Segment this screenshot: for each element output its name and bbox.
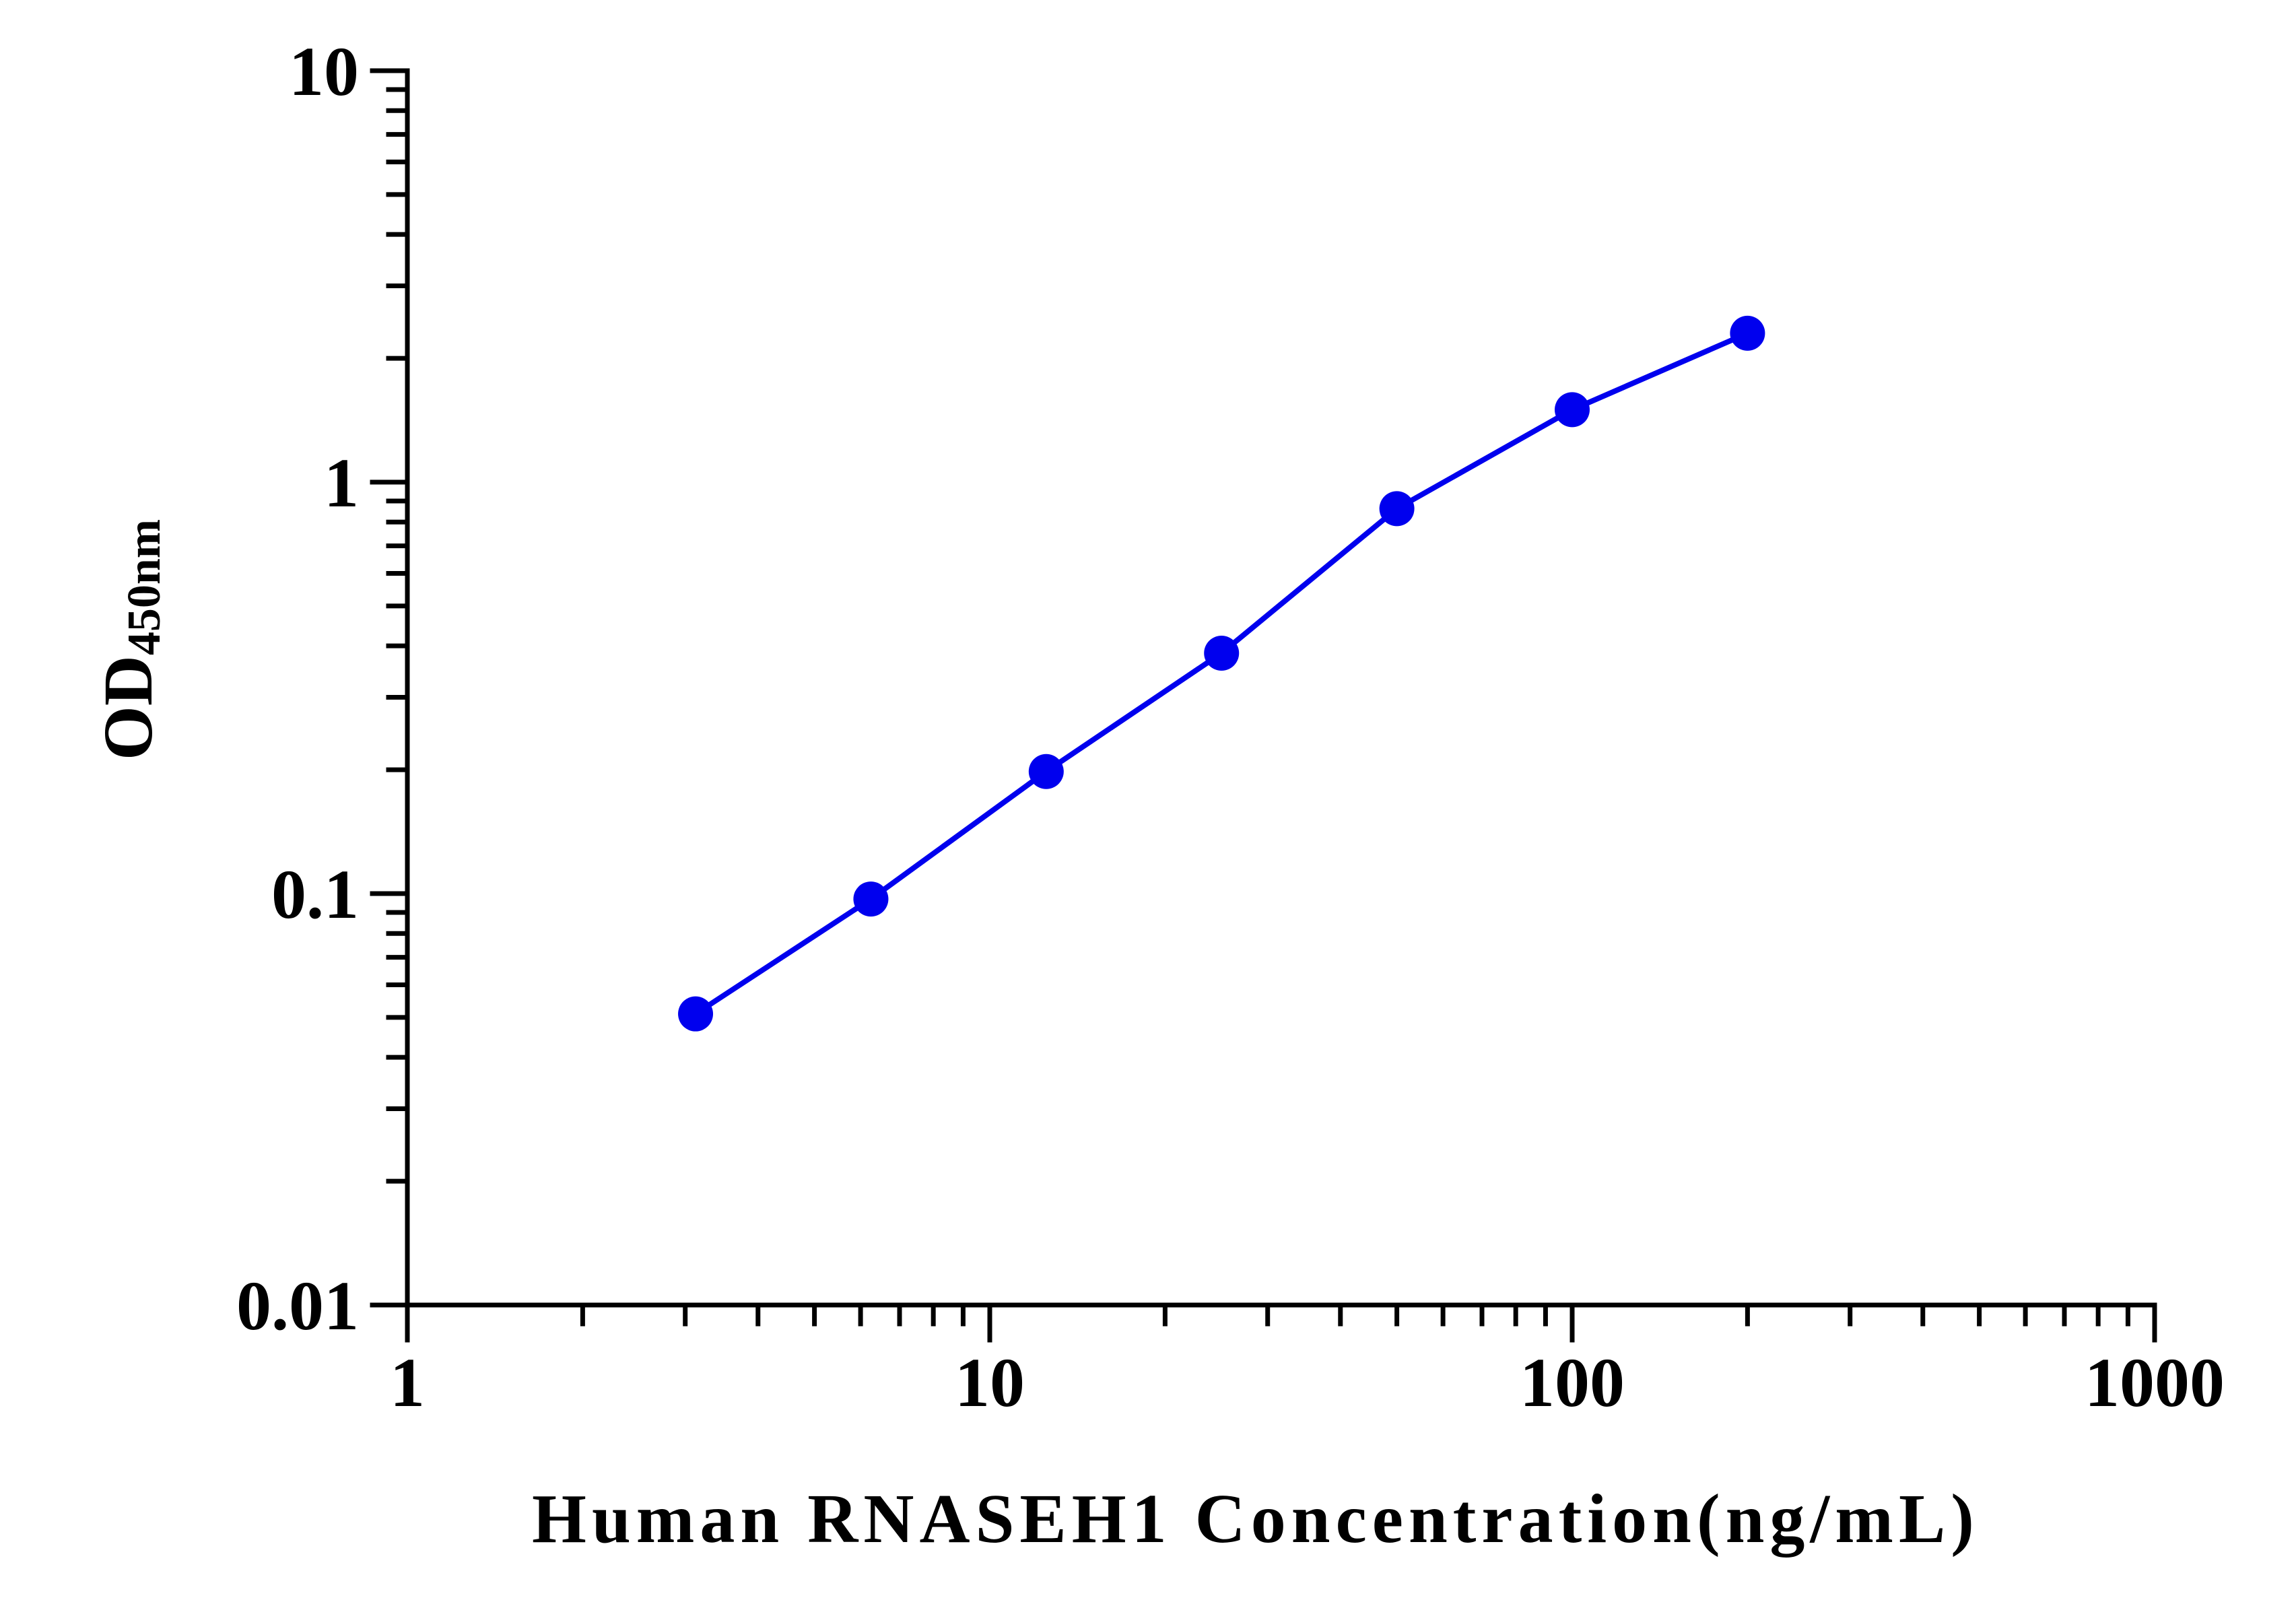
data-point	[1555, 392, 1590, 428]
data-point	[1028, 754, 1064, 789]
tick-labels: 1 10 100 1000 0.01 0.1 1 10	[236, 33, 2225, 1422]
y-tick-label: 0.01	[236, 1267, 359, 1345]
axes	[370, 68, 2157, 1343]
y-axis-title-main: OD	[90, 655, 167, 760]
x-tick-label: 10	[955, 1344, 1025, 1422]
data-point	[678, 996, 714, 1032]
y-tick-label: 0.1	[271, 856, 359, 933]
data-point	[853, 881, 889, 917]
series-line	[694, 331, 1749, 1017]
data-point	[1379, 491, 1415, 527]
data-point	[1204, 635, 1240, 671]
y-tick-label: 1	[324, 444, 359, 522]
x-axis-title: Human RNASEH1 Concentration(ng/mL)	[532, 1480, 1980, 1558]
y-tick-label: 10	[289, 33, 359, 110]
data-series	[678, 315, 1765, 1032]
x-tick-label: 1000	[2085, 1344, 2225, 1422]
y-axis-title: OD450nm	[90, 519, 170, 760]
y-axis-title-subscript: 450nm	[119, 519, 170, 655]
x-tick-label: 100	[1520, 1344, 1625, 1422]
data-point	[1730, 315, 1765, 351]
x-tick-label: 1	[390, 1344, 425, 1422]
